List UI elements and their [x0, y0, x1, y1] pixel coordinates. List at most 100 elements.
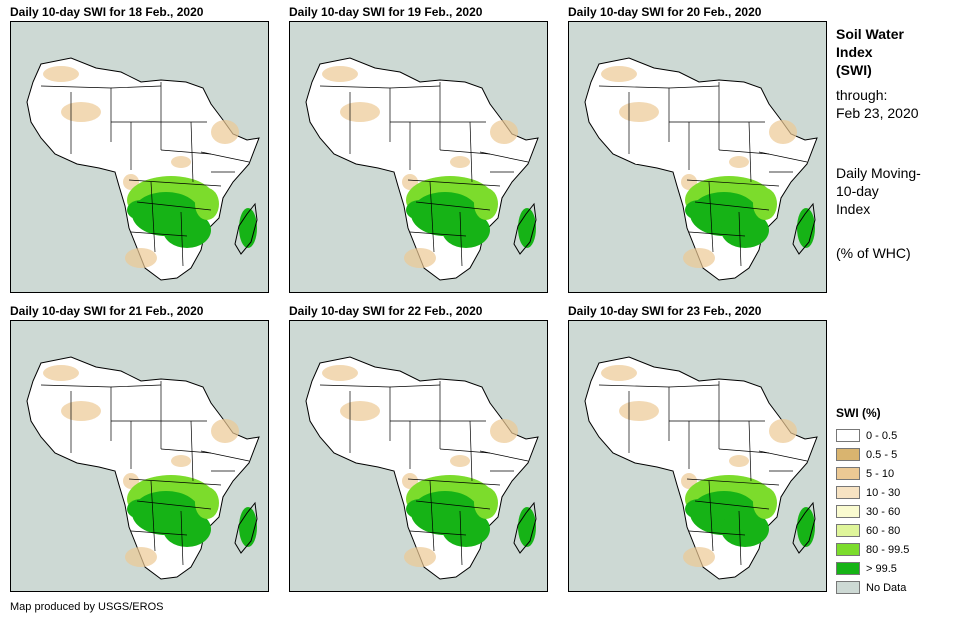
legend-item: 0 - 0.5 [836, 426, 909, 445]
country-border [110, 384, 162, 388]
country-border [409, 530, 467, 536]
wet-soil-region [474, 487, 498, 519]
country-border [718, 448, 770, 454]
legend-swatch [836, 467, 860, 480]
dry-soil-region [490, 419, 518, 443]
swi-map-panel [10, 320, 269, 592]
legend-item: > 99.5 [836, 559, 909, 578]
panel-title: Daily 10-day SWI for 19 Feb., 2020 [289, 5, 483, 19]
legend-item: 5 - 10 [836, 464, 909, 483]
legend-swatch [836, 429, 860, 442]
wet-soil-region [721, 511, 769, 547]
panel-title: Daily 10-day SWI for 21 Feb., 2020 [10, 304, 204, 318]
country-border [136, 201, 212, 211]
dry-soil-region [404, 547, 436, 567]
country-border [479, 450, 529, 462]
country-border [180, 510, 184, 566]
dry-soil-region [171, 455, 191, 467]
legend-swatch [836, 448, 860, 461]
legend-label: 80 - 99.5 [866, 543, 910, 556]
dry-soil-region [322, 66, 358, 82]
country-border [136, 500, 212, 510]
madagascar-outline [234, 501, 258, 554]
country-border [190, 121, 194, 183]
country-border [459, 211, 463, 267]
dry-soil-region [123, 174, 139, 190]
index-description: Daily Moving- 10-day Index [836, 165, 921, 217]
country-border [415, 500, 491, 510]
country-border [668, 384, 720, 388]
country-border [389, 384, 441, 388]
country-border [738, 211, 742, 267]
dry-soil-region [322, 365, 358, 381]
panel-title: Daily 10-day SWI for 22 Feb., 2020 [289, 304, 483, 318]
country-border [429, 480, 435, 552]
dry-soil-region [681, 174, 697, 190]
panel-title: Daily 10-day SWI for 18 Feb., 2020 [10, 5, 204, 19]
dry-soil-region [43, 66, 79, 82]
wet-soil-region [685, 499, 713, 519]
country-border [469, 121, 473, 183]
africa-map-svg [11, 22, 268, 292]
country-border [130, 231, 188, 237]
wet-soil-region [406, 200, 434, 220]
dry-soil-region [601, 66, 637, 82]
country-border [748, 420, 752, 482]
dry-soil-region [681, 473, 697, 489]
country-border [409, 231, 467, 237]
dry-soil-region [125, 248, 157, 268]
units-label: (% of WHC) [836, 245, 911, 261]
wet-soil-region [406, 499, 434, 519]
dry-soil-region [340, 401, 380, 421]
dry-soil-region [683, 547, 715, 567]
country-border [200, 151, 250, 163]
dry-soil-region [61, 401, 101, 421]
country-border [686, 478, 780, 486]
country-border [150, 181, 156, 253]
country-border [128, 179, 222, 187]
dry-soil-region [211, 419, 239, 443]
legend-item: No Data [836, 578, 909, 597]
swi-map-panel [568, 320, 827, 592]
country-border [668, 85, 720, 89]
africa-map-svg [569, 22, 826, 292]
legend-item: 80 - 99.5 [836, 540, 909, 559]
legend-item: 60 - 80 [836, 521, 909, 540]
country-border [160, 149, 212, 155]
legend-item: 10 - 30 [836, 483, 909, 502]
country-border [758, 151, 808, 163]
country-border [160, 448, 212, 454]
africa-map-svg [11, 321, 268, 591]
country-border [200, 450, 250, 462]
legend-label: 10 - 30 [866, 486, 901, 499]
wet-soil-region [442, 212, 490, 248]
dry-soil-region [450, 156, 470, 168]
legend-label: 0.5 - 5 [866, 448, 898, 461]
dry-soil-region [43, 365, 79, 381]
country-border [415, 201, 491, 211]
legend-label: 60 - 80 [866, 524, 901, 537]
country-border [686, 179, 780, 187]
country-border [718, 149, 770, 155]
country-border [738, 510, 742, 566]
dry-soil-region [123, 473, 139, 489]
madagascar-outline [513, 202, 537, 255]
dry-soil-region [729, 156, 749, 168]
through-date: Feb 23, 2020 [836, 105, 919, 121]
swi-map-panel [10, 21, 269, 293]
legend-title: SWI (%) [836, 406, 881, 420]
country-border [407, 478, 501, 486]
madagascar-outline [234, 202, 258, 255]
country-border [128, 478, 222, 486]
country-border [429, 181, 435, 253]
map-title: Soil Water Index (SWI) [836, 26, 904, 78]
through-label: through: [836, 87, 888, 103]
country-border [708, 480, 714, 552]
country-border [694, 201, 770, 211]
country-border [180, 211, 184, 267]
country-border [439, 448, 491, 454]
country-border [758, 450, 808, 462]
legend-label: > 99.5 [866, 562, 897, 575]
dry-soil-region [601, 365, 637, 381]
legend-swatch [836, 524, 860, 537]
